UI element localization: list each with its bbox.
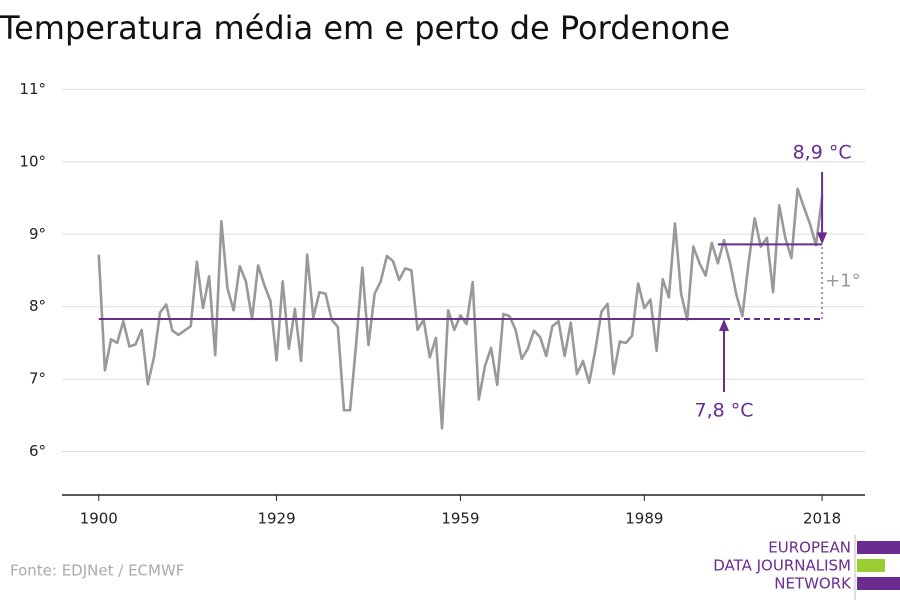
logo-text: NETWORK [774,575,852,593]
logo-text: DATA JOURNALISM [713,557,851,575]
logo-text: EUROPEAN [768,539,851,557]
y-tick-label: 11° [19,80,46,98]
logo-bar [857,559,885,572]
difference-label: +1° [825,271,861,292]
y-tick-label: 6° [29,442,46,460]
line-series [97,187,824,430]
y-tick-label: 9° [29,225,46,243]
arrow-head [817,232,828,245]
y-tick-label: 8° [29,297,46,315]
chart-title: Temperatura média em e perto de Pordenon… [0,9,730,47]
logo: EUROPEAN DATA JOURNALISM NETWORK [713,535,900,600]
x-tick-label: 1900 [80,510,118,528]
x-tick-label: 1929 [257,510,295,528]
logo-bar [857,541,900,554]
arrow-head [719,319,730,332]
x-tick-label: 1989 [625,510,663,528]
reference-label: 8,9 °C [793,142,852,164]
reference-label: 7,8 °C [694,400,753,422]
y-tick-label: 10° [19,152,46,170]
y-tick-label: 7° [29,370,46,388]
logo-bar [857,577,900,590]
source: Fonte: EDJNet / ECMWF [10,562,184,580]
x-tick-label: 2018 [803,510,841,528]
x-tick-label: 1959 [441,510,479,528]
